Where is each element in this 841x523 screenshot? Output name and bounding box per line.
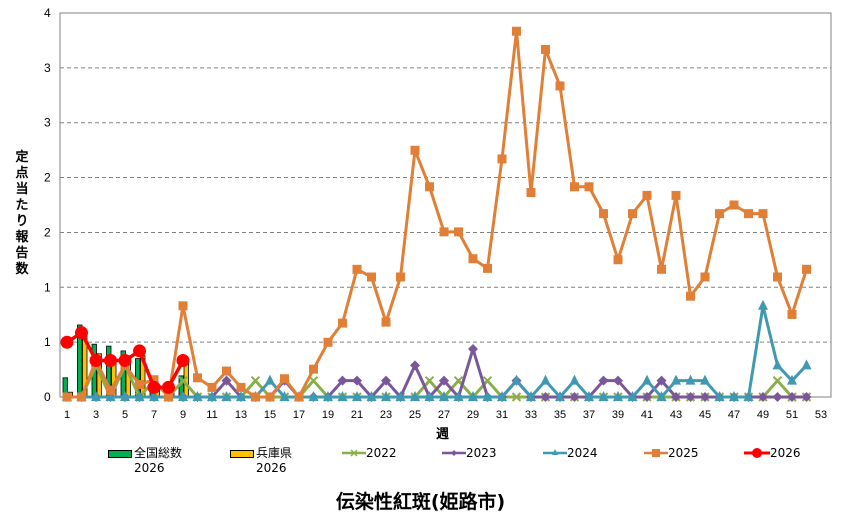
legend-swatch-national-icon: [108, 450, 132, 458]
y-tick-label: 3: [44, 61, 51, 75]
x-tick-label: 45: [699, 409, 711, 421]
x-tick-label: 13: [235, 409, 247, 421]
chart-legend: 全国総数 2026 兵庫県 2026 2022 2023 2024 2025 202…: [0, 446, 841, 482]
x-tick-label: 29: [467, 409, 479, 421]
legend-line-2024-icon: [543, 449, 567, 455]
x-tick-label: 53: [815, 409, 827, 421]
x-tick-label: 3: [93, 409, 99, 421]
x-tick-label: 15: [264, 409, 276, 421]
x-tick-label: 43: [670, 409, 682, 421]
x-tick-label: 5: [122, 409, 128, 421]
series-2025: [62, 26, 811, 402]
x-tick-label: 41: [641, 409, 653, 421]
x-tick-label: 9: [180, 409, 186, 421]
chart-title: 伝染性紅斑(姫路市): [335, 491, 506, 513]
legend-line-2026-icon: [744, 448, 770, 458]
legend-line-2022-icon: [342, 449, 366, 457]
x-axis-label: 週: [436, 427, 450, 442]
y-tick-label: 3: [44, 116, 51, 130]
y-tick-label: 0: [44, 390, 51, 404]
y-tick-label: 2: [44, 171, 51, 185]
legend-item-2024: 2024: [543, 446, 598, 461]
legend-item-hyogo: 兵庫県 2026: [230, 446, 292, 476]
series-2026: [60, 326, 190, 394]
x-tick-label: 51: [786, 409, 798, 421]
y-tick-label: 1: [44, 280, 51, 294]
legend-swatch-hyogo-icon: [230, 450, 254, 458]
x-tick-label: 23: [380, 409, 392, 421]
x-tick-label: 33: [525, 409, 537, 421]
plot-area: [59, 12, 832, 398]
legend-item-2022: 2022: [342, 446, 397, 461]
x-tick-label: 27: [438, 409, 450, 421]
x-tick-label: 37: [583, 409, 595, 421]
y-tick-label: 2: [44, 225, 51, 239]
legend-line-2023-icon: [442, 450, 466, 456]
x-tick-label: 31: [496, 409, 508, 421]
x-tick-label: 49: [757, 409, 769, 421]
legend-line-2025-icon: [644, 449, 668, 457]
series-2024: [62, 299, 812, 401]
legend-item-national: 全国総数 2026: [108, 446, 182, 476]
y-tick-label: 4: [44, 6, 51, 20]
x-tick-label: 1: [64, 409, 70, 421]
legend-item-2026: 2026: [744, 446, 801, 461]
x-tick-label: 11: [206, 409, 217, 421]
legend-item-2023: 2023: [442, 446, 497, 461]
y-tick-label: 1: [44, 335, 51, 349]
x-tick-label: 35: [554, 409, 566, 421]
x-tick-label: 21: [351, 409, 363, 421]
x-tick-label: 47: [728, 409, 740, 421]
legend-item-2025: 2025: [644, 446, 699, 461]
x-tick-label: 39: [612, 409, 624, 421]
x-tick-label: 19: [322, 409, 334, 421]
x-tick-label: 17: [293, 409, 305, 421]
x-tick-label: 25: [409, 409, 421, 421]
y-axis-label: 定点当たり報告数: [15, 150, 29, 277]
x-tick-label: 7: [151, 409, 157, 421]
